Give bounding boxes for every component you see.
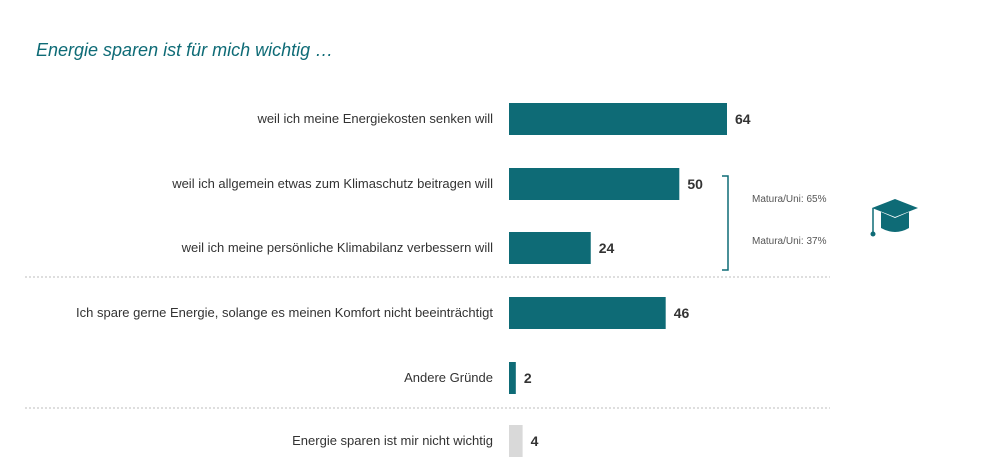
value-label: 24 [599, 240, 615, 256]
graduation-cap-icon [870, 199, 918, 237]
bar [509, 103, 727, 135]
value-label: 50 [687, 176, 703, 192]
chart-title: Energie sparen ist für mich wichtig … [36, 40, 334, 60]
annotation-label: Matura/Uni: 37% [752, 236, 827, 247]
value-label: 64 [735, 111, 751, 127]
annotation-label: Matura/Uni: 65% [752, 194, 827, 205]
category-label: Ich spare gerne Energie, solange es mein… [76, 305, 493, 320]
value-label: 4 [531, 433, 539, 449]
value-label: 46 [674, 305, 690, 321]
category-label: Andere Gründe [404, 370, 493, 385]
bar [509, 168, 680, 200]
bar [509, 425, 523, 457]
bar [509, 297, 666, 329]
category-label: weil ich allgemein etwas zum Klimaschutz… [171, 176, 493, 191]
annotation-bracket [722, 175, 729, 271]
category-label: weil ich meine Energiekosten senken will [256, 111, 493, 126]
value-label: 2 [524, 370, 532, 386]
bar [509, 362, 516, 394]
bar [509, 232, 591, 264]
category-label: weil ich meine persönliche Klimabilanz v… [181, 240, 494, 255]
category-label: Energie sparen ist mir nicht wichtig [292, 433, 493, 448]
